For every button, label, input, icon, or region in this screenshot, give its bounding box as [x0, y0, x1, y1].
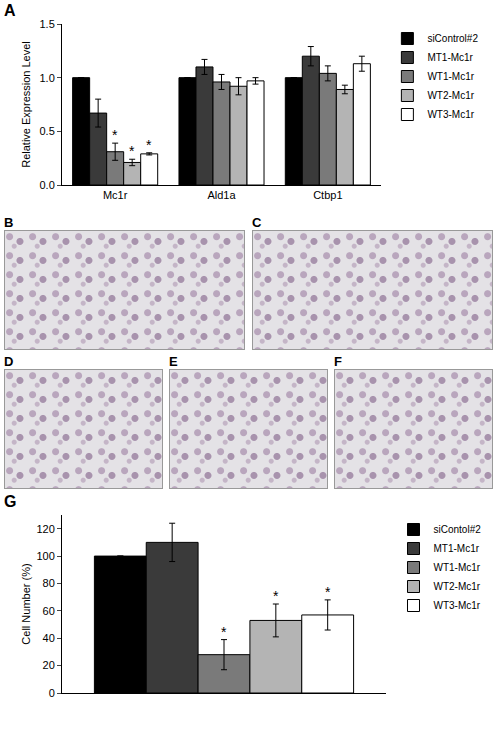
svg-text:120: 120: [36, 523, 54, 535]
html-text:A: A: [4, 2, 16, 19]
svg-text:WT3-Mc1r: WT3-Mc1r: [434, 600, 481, 611]
svg-text:WT3-Mc1r: WT3-Mc1r: [427, 109, 474, 120]
svg-text:*: *: [221, 624, 227, 640]
svg-text:WT1-Mc1r: WT1-Mc1r: [427, 71, 474, 82]
html-text:D: D: [4, 354, 14, 369]
svg-text:WT1-Mc1r: WT1-Mc1r: [434, 562, 481, 573]
svg-text:*: *: [325, 584, 331, 600]
svg-text:40: 40: [43, 632, 55, 644]
svg-text:0: 0: [49, 687, 55, 699]
svg-text:60: 60: [43, 605, 55, 617]
html-text:B: B: [4, 215, 14, 230]
html-text:C: C: [252, 215, 262, 230]
svg-text:*: *: [146, 137, 152, 153]
svg-text:Cell Number (%): Cell Number (%): [20, 563, 32, 644]
html-text:F: F: [334, 354, 342, 369]
svg-text:WT2-Mc1r: WT2-Mc1r: [427, 90, 474, 101]
html-text:G: G: [4, 493, 17, 510]
svg-text:MT1-Mc1r: MT1-Mc1r: [434, 543, 480, 554]
svg-text:siControl#2: siControl#2: [427, 33, 478, 44]
svg-text:0.5: 0.5: [40, 125, 55, 137]
svg-text:MT1-Mc1r: MT1-Mc1r: [427, 52, 473, 63]
svg-text:Ald1a: Ald1a: [207, 189, 236, 201]
svg-text:*: *: [112, 127, 118, 143]
svg-text:0.0: 0.0: [40, 179, 55, 191]
svg-text:*: *: [273, 588, 279, 604]
svg-text:siContol#2: siContol#2: [434, 524, 482, 535]
svg-text:1.5: 1.5: [40, 18, 55, 30]
svg-text:20: 20: [43, 659, 55, 671]
html-text:E: E: [169, 354, 178, 369]
svg-text:WT2-Mc1r: WT2-Mc1r: [434, 581, 481, 592]
svg-text:Ctbp1: Ctbp1: [313, 189, 342, 201]
svg-text:Mc1r: Mc1r: [103, 189, 128, 201]
svg-text:100: 100: [36, 550, 54, 562]
svg-text:1.0: 1.0: [40, 72, 55, 84]
svg-text:80: 80: [43, 577, 55, 589]
svg-text:*: *: [129, 143, 135, 159]
svg-text:Relative Expression Level: Relative Expression Level: [20, 41, 32, 168]
